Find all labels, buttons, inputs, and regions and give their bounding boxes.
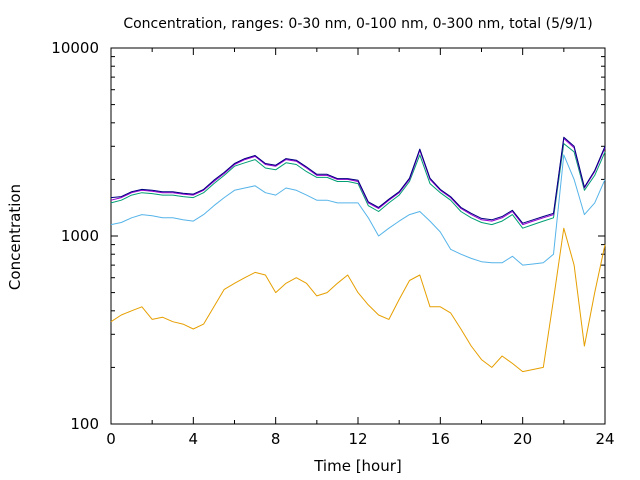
x-tick-label: 16	[431, 430, 450, 448]
axis-ticks: 0 4 8 12 16 20 24 100 1000 10000	[51, 39, 614, 448]
x-tick-label: 0	[106, 430, 116, 448]
x-tick-label: 4	[189, 430, 199, 448]
x-axis-label: Time [hour]	[313, 457, 402, 475]
plot-frame	[110, 47, 606, 425]
series-line-5	[110, 136, 606, 224]
x-tick-label: 24	[595, 430, 614, 448]
series-line-3	[110, 143, 606, 229]
x-tick-label: 8	[271, 430, 281, 448]
series-line-1	[110, 227, 606, 373]
y-axis-label: Concentration	[6, 184, 24, 290]
chart-title: Concentration, ranges: 0-30 nm, 0-100 nm…	[123, 16, 592, 32]
x-tick-label: 20	[513, 430, 532, 448]
series-line-2	[110, 154, 606, 266]
y-tick-label: 1000	[61, 227, 99, 245]
series-line-4	[110, 138, 606, 226]
y-tick-label: 10000	[51, 39, 99, 57]
series-group	[110, 136, 606, 373]
x-tick-label: 12	[348, 430, 367, 448]
y-tick-label: 100	[70, 415, 99, 433]
